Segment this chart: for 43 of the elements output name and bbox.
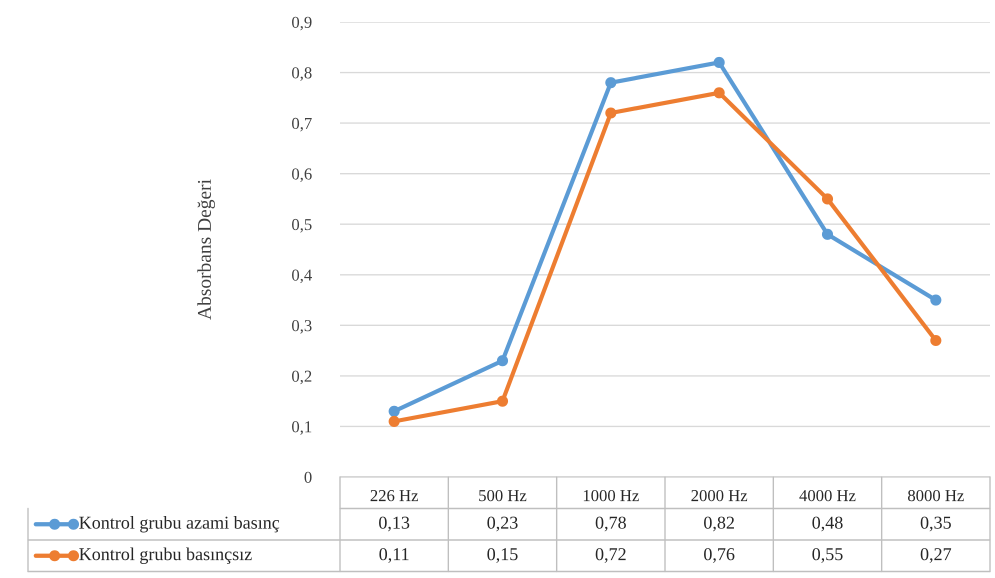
x-tick-label: 226 Hz: [370, 490, 418, 502]
point: [930, 334, 942, 346]
data-label: 0,82: [704, 516, 734, 532]
point: [388, 416, 400, 427]
x-tick-label: 4000 Hz: [799, 490, 856, 502]
y-tick-label: 0,9: [292, 16, 312, 30]
data-label: 0,78: [596, 516, 626, 532]
y-axis-title: Absorbans Değeri: [197, 179, 215, 320]
data-label: 0,35: [920, 516, 951, 532]
y-tick-label: 0,7: [292, 118, 312, 132]
x-tick-label: 2000 Hz: [691, 490, 748, 502]
point: [930, 294, 942, 306]
y-tick-label: 0: [304, 472, 312, 483]
point: [605, 77, 616, 88]
y-tick-label: 0,4: [292, 269, 312, 284]
y-tick-label: 0,8: [292, 67, 312, 81]
legend-label: Kontrol grubu azami basınç: [79, 516, 280, 532]
y-tick-label: 0,3: [292, 320, 312, 334]
data-label: 0,11: [379, 548, 409, 563]
data-label: 0,48: [812, 516, 843, 532]
data-label: 0,55: [812, 548, 843, 563]
data-label: 0,72: [596, 548, 626, 563]
x-tick-label: 8000 Hz: [908, 490, 964, 502]
data-label: 0,27: [920, 548, 952, 563]
y-tick-label: 0,6: [292, 168, 312, 182]
x-tick-label: 500 Hz: [479, 490, 526, 502]
y-tick-label: 0,1: [292, 421, 312, 435]
point: [496, 355, 508, 366]
point: [496, 396, 508, 407]
data-label: 0,76: [704, 548, 734, 563]
point: [822, 193, 834, 204]
data-label: 0,23: [487, 516, 518, 532]
x-tick-label: 1000 Hz: [584, 490, 639, 502]
data-label: 0,15: [487, 548, 518, 563]
data-label: 0,13: [379, 516, 410, 532]
y-tick-label: 0,5: [292, 218, 312, 233]
legend-label: Kontrol grubu basınçsız: [79, 548, 252, 564]
point: [822, 228, 834, 240]
point: [388, 406, 400, 417]
point: [605, 107, 616, 119]
point: [714, 56, 725, 68]
y-tick-label: 0,2: [292, 370, 312, 384]
point: [714, 87, 725, 98]
